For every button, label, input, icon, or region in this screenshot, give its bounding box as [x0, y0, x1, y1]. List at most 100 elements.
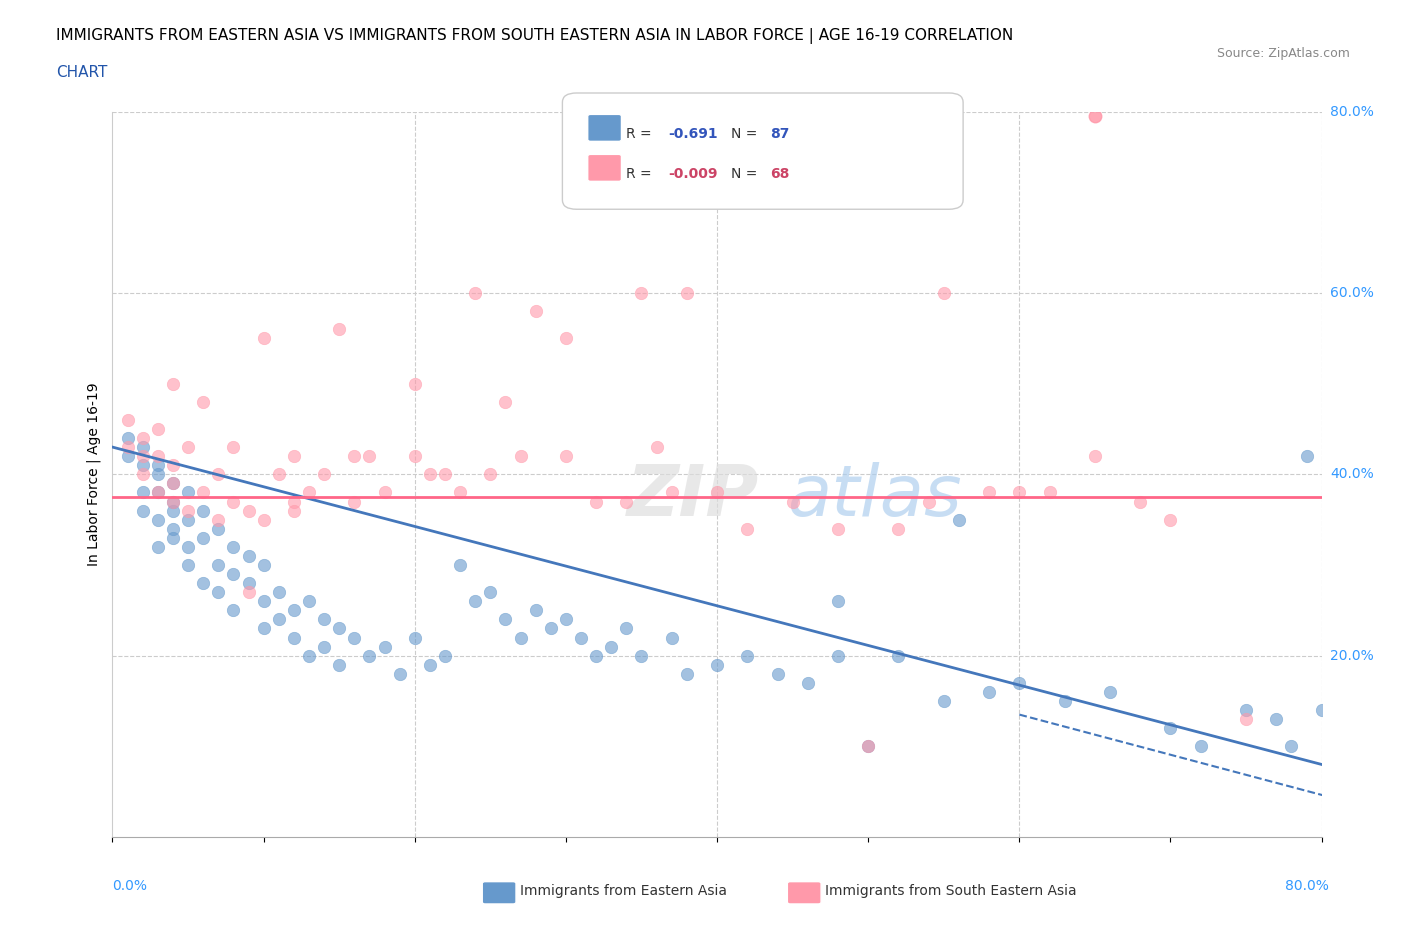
Text: Source: ZipAtlas.com: Source: ZipAtlas.com	[1216, 46, 1350, 60]
Point	[495, 612, 517, 627]
Point	[827, 648, 849, 663]
Point	[207, 467, 229, 482]
Point	[328, 658, 350, 672]
Point	[479, 585, 502, 600]
Point	[146, 512, 169, 527]
Point	[343, 494, 366, 509]
Point	[177, 485, 200, 500]
Point	[827, 521, 849, 536]
Point	[191, 394, 214, 409]
Point	[314, 467, 336, 482]
Point	[1234, 711, 1257, 726]
Point	[554, 449, 576, 464]
Point	[177, 440, 200, 455]
Point	[117, 440, 139, 455]
Text: 40.0%: 40.0%	[1330, 467, 1374, 482]
Point	[328, 322, 350, 337]
Point	[132, 485, 155, 500]
Point	[433, 467, 456, 482]
Point	[782, 494, 804, 509]
Point	[932, 286, 955, 300]
Point	[856, 738, 880, 753]
Text: -0.009: -0.009	[668, 167, 717, 181]
Point	[267, 585, 290, 600]
Point	[132, 503, 155, 518]
Point	[238, 585, 260, 600]
Point	[495, 394, 517, 409]
Point	[207, 585, 229, 600]
Point	[766, 666, 789, 681]
Point	[887, 648, 910, 663]
Point	[796, 675, 818, 690]
Point	[117, 431, 139, 445]
Point	[132, 458, 155, 472]
Point	[585, 494, 607, 509]
Point	[388, 666, 411, 681]
Point	[464, 286, 486, 300]
Point	[177, 503, 200, 518]
Point	[146, 449, 169, 464]
Point	[253, 512, 276, 527]
Point	[162, 521, 184, 536]
Point	[146, 539, 169, 554]
Text: Immigrants from South Eastern Asia: Immigrants from South Eastern Asia	[825, 884, 1077, 897]
Point	[1159, 721, 1181, 736]
Text: Immigrants from Eastern Asia: Immigrants from Eastern Asia	[520, 884, 727, 897]
Text: atlas: atlas	[787, 461, 962, 530]
Point	[283, 603, 305, 618]
Point	[887, 521, 910, 536]
Point	[146, 458, 169, 472]
Point	[1053, 694, 1076, 709]
Point	[404, 631, 426, 645]
Point	[737, 521, 759, 536]
Point	[1038, 485, 1062, 500]
Point	[856, 738, 880, 753]
Point	[449, 558, 471, 573]
Point	[117, 449, 139, 464]
Text: CHART: CHART	[56, 65, 108, 80]
Point	[661, 631, 683, 645]
Point	[132, 449, 155, 464]
Point	[253, 621, 276, 636]
Point	[253, 331, 276, 346]
Point	[554, 331, 576, 346]
Point	[1295, 449, 1317, 464]
Point	[585, 648, 607, 663]
Point	[977, 684, 1000, 699]
Point	[374, 485, 396, 500]
Point	[162, 476, 184, 491]
Point	[827, 594, 849, 609]
Point	[404, 376, 426, 391]
Point	[162, 494, 184, 509]
Point	[191, 530, 214, 545]
Point	[162, 476, 184, 491]
Point	[524, 603, 547, 618]
Point	[298, 648, 321, 663]
Point	[661, 485, 683, 500]
Point	[253, 594, 276, 609]
Point	[191, 576, 214, 591]
Point	[146, 485, 169, 500]
Point	[1008, 485, 1031, 500]
Point	[162, 494, 184, 509]
Text: 87: 87	[770, 127, 790, 141]
Point	[1084, 449, 1107, 464]
Point	[146, 485, 169, 500]
Point	[1310, 703, 1333, 718]
Point	[191, 485, 214, 500]
Point	[207, 521, 229, 536]
Point	[419, 467, 441, 482]
Point	[630, 648, 652, 663]
Point	[600, 639, 623, 654]
Point	[675, 666, 697, 681]
Point	[343, 449, 366, 464]
Point	[132, 431, 155, 445]
Point	[737, 648, 759, 663]
Text: 68: 68	[770, 167, 790, 181]
Point	[1159, 512, 1181, 527]
Point	[162, 376, 184, 391]
Point	[238, 503, 260, 518]
Point	[177, 512, 200, 527]
Point	[948, 512, 970, 527]
Point	[162, 530, 184, 545]
